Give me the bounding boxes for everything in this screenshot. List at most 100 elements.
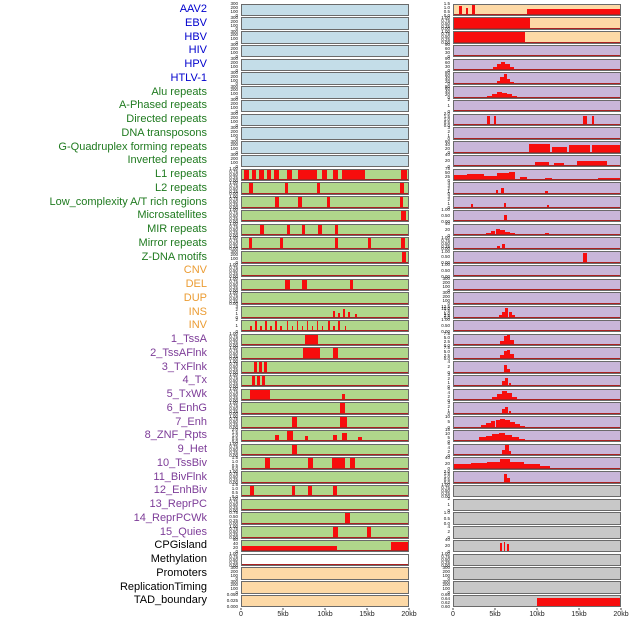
- y-axis-tick-label: 2: [447, 375, 450, 381]
- y-axis-tick-label: 1.5: [231, 429, 238, 435]
- y-axis-ticks: 300 200 100 0: [409, 579, 453, 595]
- signal-bar: [505, 445, 509, 456]
- signal-bar: [286, 320, 289, 332]
- y-axis-tick-label: 100: [230, 146, 238, 152]
- y-axis-tick-label: 0: [447, 53, 450, 59]
- signal-bar: [334, 224, 339, 236]
- baseline: [454, 454, 620, 456]
- signal-bar: [512, 315, 516, 318]
- signal-bar: [492, 93, 498, 98]
- y-axis-tick-label: 0.0: [443, 479, 450, 485]
- y-axis-tick-label: 40: [444, 454, 450, 460]
- signal-bar: [261, 375, 266, 387]
- y-axis-ticks: 300 200 100 0: [211, 565, 241, 581]
- y-axis-tick-label: 0.00: [229, 177, 238, 183]
- track-row: MIR repeats 1.00 0.75 0.50 0.25 0.00 40 20 0: [0, 221, 630, 237]
- y-axis-ticks: 300 200 100 0: [409, 290, 453, 306]
- signal-bar: [358, 437, 362, 442]
- y-axis-tick-label: 1.00: [229, 413, 238, 419]
- signal-bar: [508, 450, 512, 456]
- y-axis-tick-label: 40: [444, 89, 450, 95]
- signal-bar: [349, 458, 355, 469]
- y-axis-tick-label: 2.5: [443, 352, 450, 358]
- baseline: [242, 302, 408, 304]
- y-axis-tick-label: 0: [235, 81, 238, 87]
- track-label: L1 repeats: [155, 168, 207, 180]
- y-axis-tick-label: 0: [235, 259, 238, 265]
- y-axis-tick-label: 2: [447, 495, 450, 501]
- y-axis-tick-label: 200: [230, 59, 238, 65]
- left-track-panel: [241, 553, 409, 567]
- y-axis-tick-label: 2.0: [443, 110, 450, 116]
- right-track-panel: [453, 416, 621, 429]
- signal-bar: [301, 326, 304, 332]
- y-axis-ticks: 10 5 0: [409, 414, 453, 430]
- y-axis-ticks: 300 200 100 0: [211, 15, 241, 31]
- right-track-panel: [453, 127, 621, 140]
- baseline: [242, 234, 408, 236]
- y-axis-tick-label: 0: [447, 466, 450, 472]
- right-track-panel: [453, 3, 621, 17]
- y-axis-tick-label: 0.50: [441, 212, 450, 218]
- signal-bar: [242, 545, 337, 552]
- right-track-panel: [453, 443, 621, 457]
- track-label: 14_ReprPCWk: [133, 511, 207, 524]
- right-track-panel: [453, 182, 621, 195]
- y-axis-tick-label: 2: [447, 403, 450, 409]
- y-axis-tick-label: 1: [447, 501, 450, 507]
- right-track-panel: [453, 457, 621, 470]
- y-axis-tick-label: 0: [447, 204, 450, 210]
- y-axis-tick-label: 0.00: [441, 562, 450, 568]
- y-axis-ticks: 40 20 0: [409, 454, 453, 472]
- y-axis-tick-label: 300: [230, 97, 238, 103]
- left-track-panel: [241, 306, 409, 319]
- signal-bar: [503, 541, 506, 552]
- y-axis-tick-label: 0.25: [441, 490, 450, 496]
- signal-bar: [333, 485, 337, 497]
- y-axis-tick-label: 0: [447, 177, 450, 183]
- y-axis-tick-label: 0.25: [229, 174, 238, 180]
- track-label: HBV: [184, 30, 207, 43]
- track-label: DNA transposons: [121, 126, 207, 139]
- track-label: 6_EnhG: [166, 401, 207, 414]
- y-axis-tick-label: 0.75: [229, 361, 238, 367]
- signal-bar: [478, 437, 486, 442]
- track-row: ReplicationTiming 300 200 100 0 300 200 100 0: [0, 579, 630, 595]
- signal-bar: [503, 202, 507, 208]
- baseline: [454, 27, 620, 29]
- y-axis-tick-label: 0.75: [229, 374, 238, 380]
- y-axis-tick-label: 1.00: [441, 234, 450, 240]
- y-axis-tick-label: 0: [235, 108, 238, 114]
- y-axis-tick-label: 0: [235, 53, 238, 59]
- y-axis-tick-label: 0: [447, 67, 450, 73]
- y-axis-tick-label: 0.25: [441, 559, 450, 565]
- y-axis-tick-label: 0.0: [231, 466, 238, 472]
- y-axis-tick-label: 60: [444, 59, 450, 65]
- y-axis-tick-label: 0.00: [229, 411, 238, 417]
- signal-bar: [454, 32, 526, 43]
- signal-bar: [493, 66, 498, 71]
- left-track-panel: [241, 292, 409, 305]
- baseline: [454, 330, 620, 332]
- y-axis-tick-label: 0: [447, 589, 450, 595]
- track-label: HPV: [184, 58, 207, 70]
- track-label: CPGisland: [154, 539, 207, 552]
- y-axis-tick-label: 0: [447, 534, 450, 540]
- y-axis-tick-label: 100: [230, 586, 238, 592]
- y-axis-tick-label: 60: [232, 537, 238, 543]
- track-label: MIR repeats: [147, 223, 207, 235]
- y-axis-tick-label: 1: [447, 407, 450, 413]
- signal-bar: [591, 115, 595, 126]
- left-track-panel: [241, 526, 409, 539]
- y-axis-tick-label: 1.00: [441, 14, 450, 20]
- y-axis-tick-label: 1.00: [229, 358, 238, 364]
- y-axis-tick-label: 0.00: [229, 383, 238, 389]
- track-row: 15_Quies 1.00 0.75 0.50 0.25 0.00 4 2 0: [0, 524, 630, 540]
- y-axis-tick-label: 1: [235, 322, 238, 328]
- y-axis-tick-label: 100: [230, 132, 238, 138]
- y-axis-tick-label: 0: [447, 424, 450, 430]
- y-axis-ticks: 7.5 5.0 2.5 0.0: [409, 331, 453, 347]
- y-axis-tick-label: 20: [444, 542, 450, 548]
- signal-bar: [338, 313, 340, 318]
